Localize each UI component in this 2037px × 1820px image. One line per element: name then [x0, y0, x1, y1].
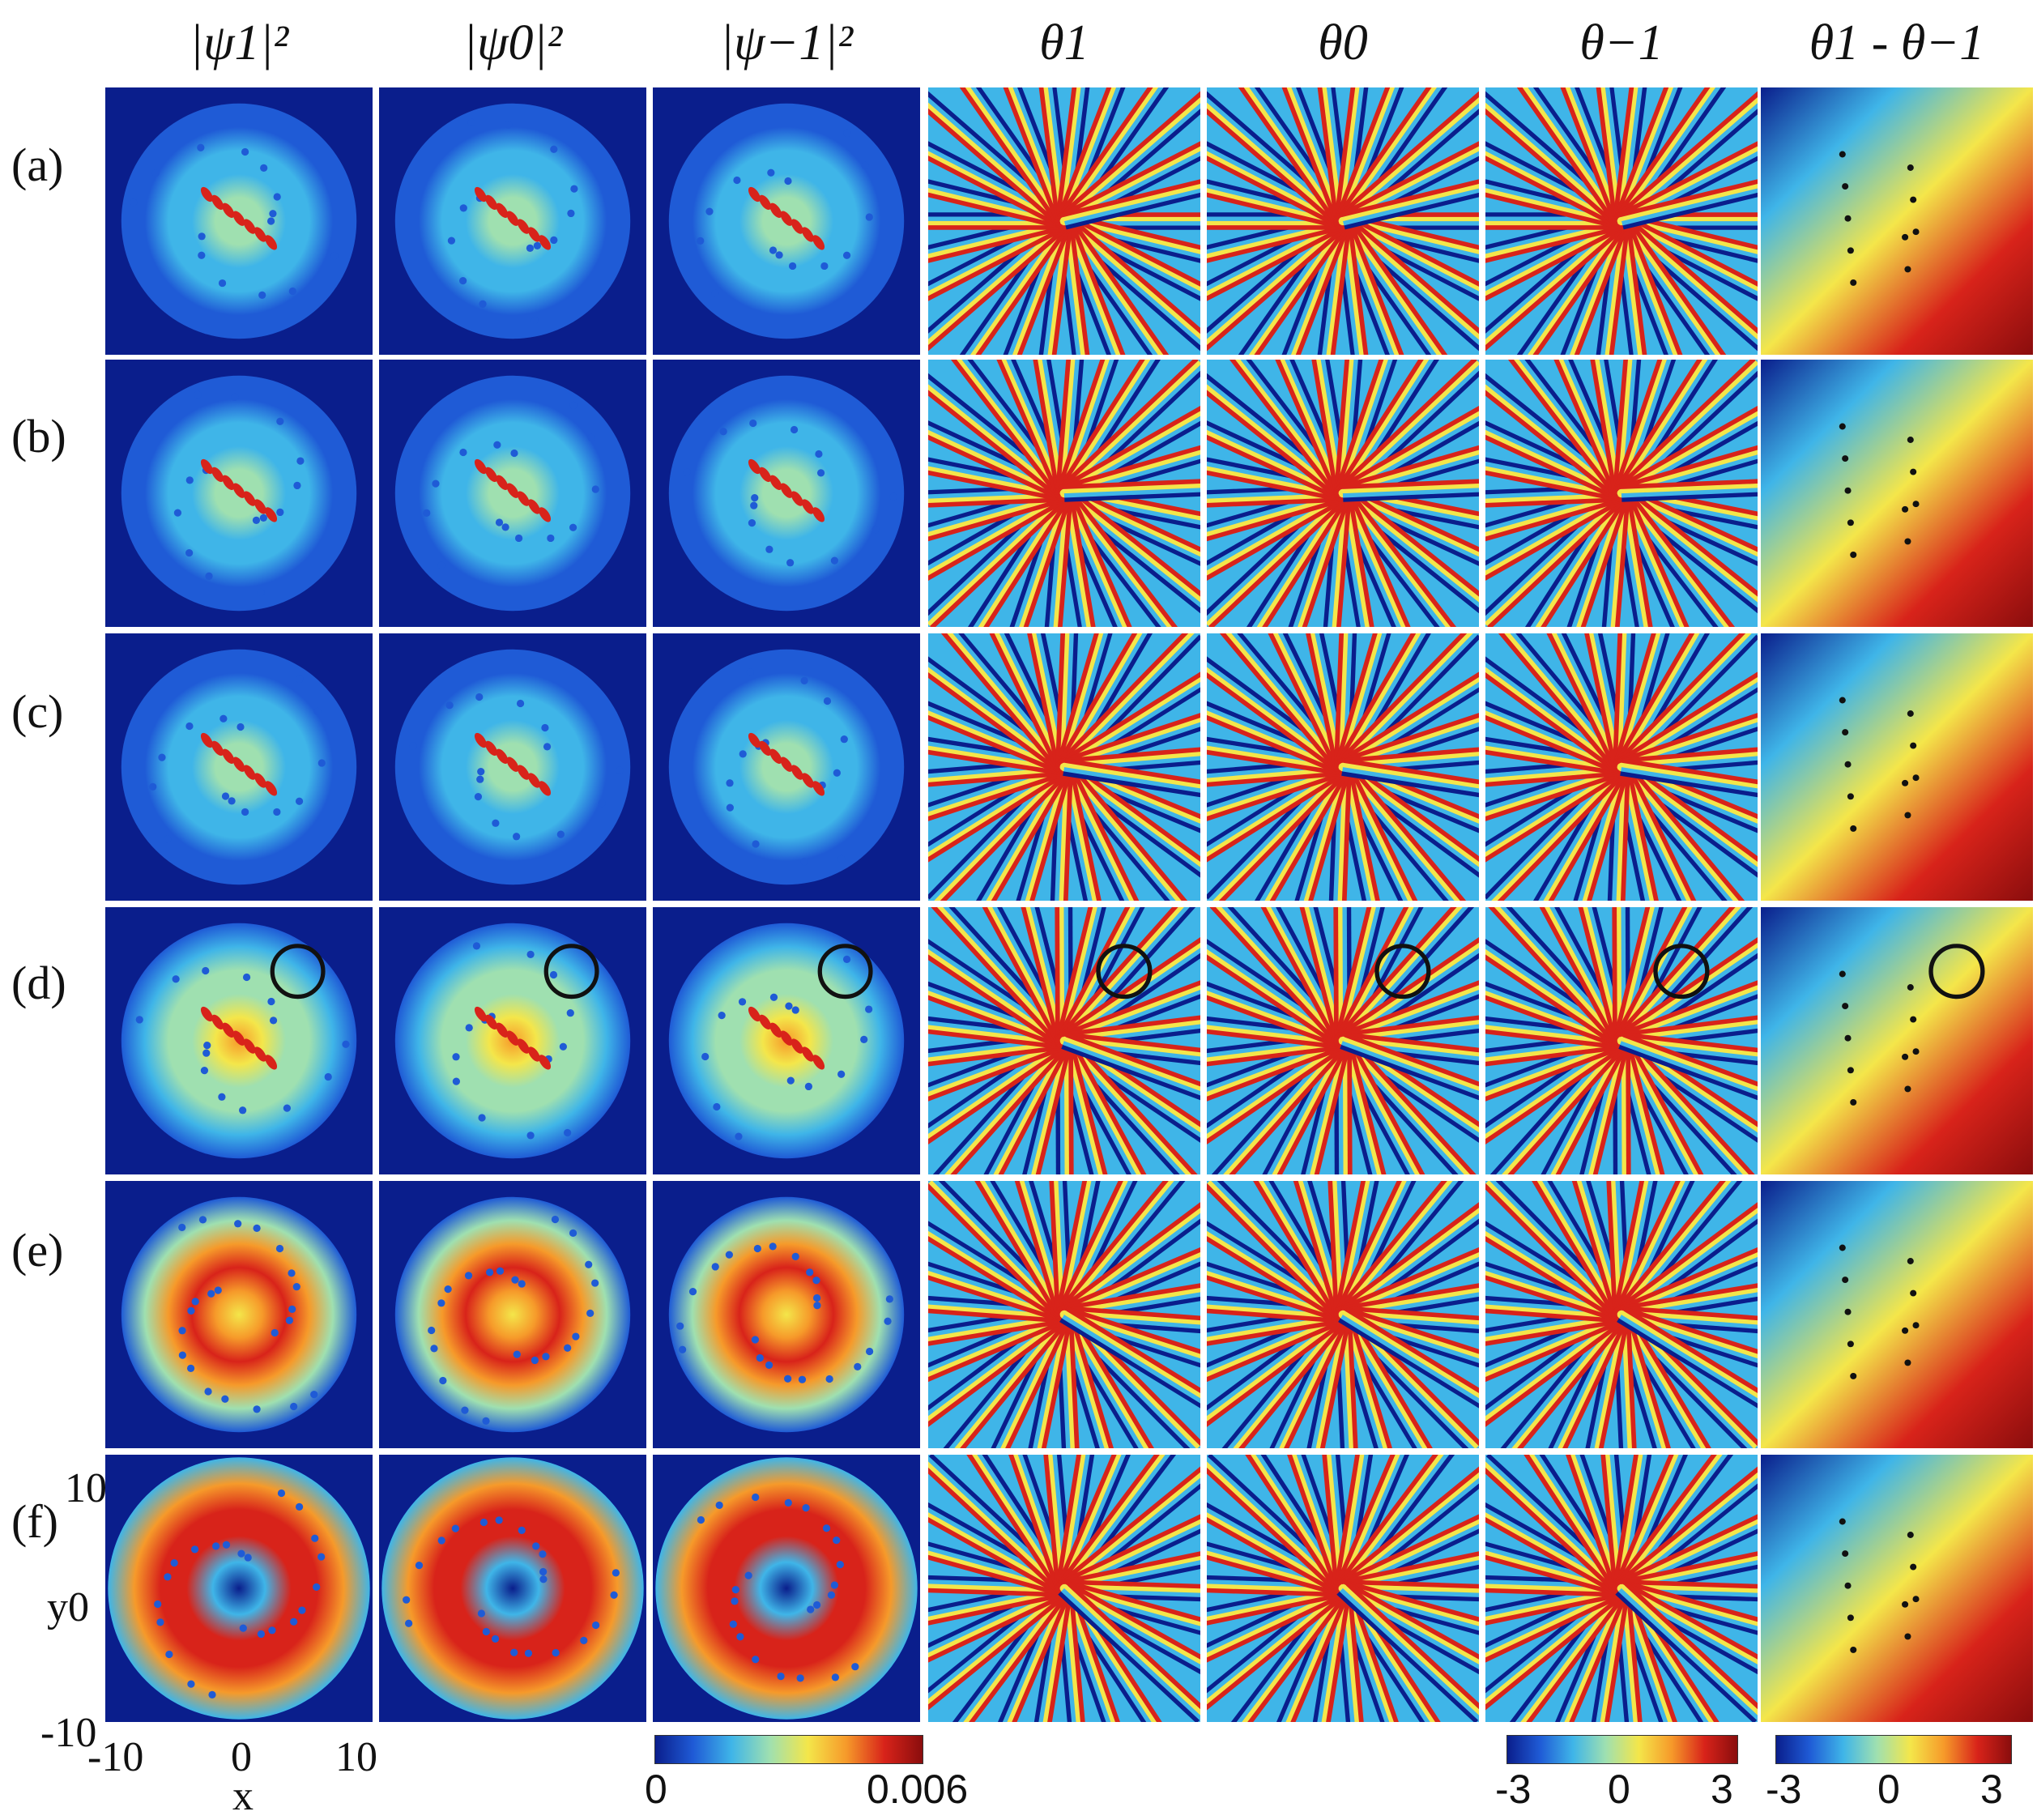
panel-c-col6 — [1485, 633, 1758, 901]
panel-a-col7 — [1761, 87, 2033, 355]
col-header-psi1: |ψ1|² — [189, 15, 289, 70]
col-header-theta1: θ1 — [1039, 15, 1089, 70]
col-header-theta-diff: θ1 - θ−1 — [1809, 15, 1985, 70]
x-tick-right: 10 — [335, 1734, 377, 1780]
panel-e-col4 — [928, 1181, 1200, 1448]
panel-a-col5 — [1207, 87, 1479, 355]
panel-a-col3 — [653, 87, 920, 355]
panel-c-col4 — [928, 633, 1200, 901]
phase-colorbar-tick-0: 0 — [1608, 1767, 1630, 1812]
phase-colorbar-tick-neg3: -3 — [1495, 1767, 1532, 1812]
panel-c-col7 — [1761, 633, 2033, 901]
panel-b-col5 — [1207, 360, 1479, 627]
row-label-e: (e) — [11, 1224, 64, 1277]
panel-e-col2 — [379, 1181, 646, 1448]
panel-b-col4 — [928, 360, 1200, 627]
y-tick-mid: y0 — [47, 1584, 89, 1630]
col-header-thetam1: θ−1 — [1579, 15, 1664, 70]
panel-e-col6 — [1485, 1181, 1758, 1448]
panel-d-col6 — [1485, 907, 1758, 1174]
panel-e-col3 — [653, 1181, 920, 1448]
panel-f-col3 — [653, 1455, 920, 1722]
y-tick-bottom: -10 — [40, 1710, 97, 1756]
col-header-theta0: θ0 — [1318, 15, 1368, 70]
row-label-d: (d) — [11, 957, 66, 1009]
y-tick-top: 10 — [65, 1465, 107, 1511]
panel-b-col6 — [1485, 360, 1758, 627]
panel-b-col2 — [379, 360, 646, 627]
panel-a-col4 — [928, 87, 1200, 355]
panel-f-col6 — [1485, 1455, 1758, 1722]
col-header-psim1: |ψ−1|² — [719, 15, 854, 70]
panel-b-col1 — [105, 360, 373, 627]
density-colorbar-min: 0 — [645, 1767, 667, 1812]
panel-c-col2 — [379, 633, 646, 901]
x-axis-label: x — [232, 1773, 254, 1819]
panel-d-col2 — [379, 907, 646, 1174]
x-tick-mid: 0 — [231, 1734, 252, 1780]
panel-a-col1 — [105, 87, 373, 355]
panel-c-col3 — [653, 633, 920, 901]
panel-c-col1 — [105, 633, 373, 901]
panel-a-col6 — [1485, 87, 1758, 355]
phase-colorbar-tick-3: 3 — [1711, 1767, 1733, 1812]
panel-b-col3 — [653, 360, 920, 627]
panel-f-col4 — [928, 1455, 1200, 1722]
relphase-colorbar — [1775, 1735, 2012, 1764]
row-label-b: (b) — [11, 410, 66, 462]
panel-d-col5 — [1207, 907, 1479, 1174]
panel-f-col1 — [105, 1455, 373, 1722]
panel-f-col2 — [379, 1455, 646, 1722]
panel-f-col7 — [1761, 1455, 2033, 1722]
row-label-a: (a) — [11, 139, 64, 191]
row-label-c: (c) — [11, 685, 64, 738]
density-colorbar-max: 0.006 — [867, 1767, 969, 1812]
panel-a-col2 — [379, 87, 646, 355]
phase-colorbar — [1506, 1735, 1738, 1764]
panel-b-col7 — [1761, 360, 2033, 627]
relphase-colorbar-tick-3: 3 — [1980, 1767, 2003, 1812]
panel-d-col4 — [928, 907, 1200, 1174]
panel-f-col5 — [1207, 1455, 1479, 1722]
panel-c-col5 — [1207, 633, 1479, 901]
panel-d-col1 — [105, 907, 373, 1174]
row-label-f: (f) — [11, 1495, 58, 1548]
panel-e-col1 — [105, 1181, 373, 1448]
col-header-psi0: |ψ0|² — [462, 15, 563, 70]
panel-e-col5 — [1207, 1181, 1479, 1448]
panel-d-col3 — [653, 907, 920, 1174]
panel-e-col7 — [1761, 1181, 2033, 1448]
panel-d-col7 — [1761, 907, 2033, 1174]
density-colorbar — [654, 1735, 923, 1764]
x-tick-left: -10 — [87, 1734, 144, 1780]
relphase-colorbar-tick-neg3: -3 — [1766, 1767, 1802, 1812]
relphase-colorbar-tick-0: 0 — [1877, 1767, 1900, 1812]
